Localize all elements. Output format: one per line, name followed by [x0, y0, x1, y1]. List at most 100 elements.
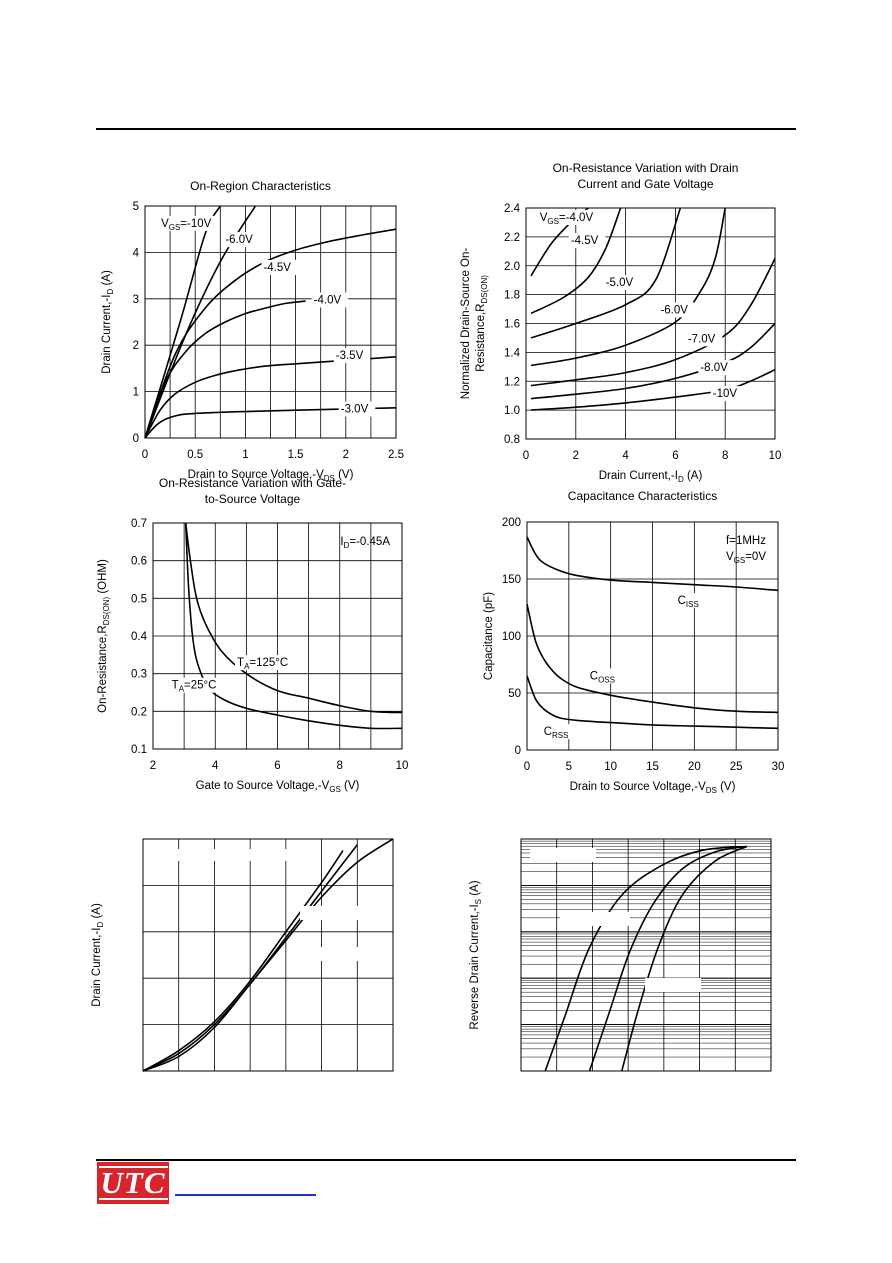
x-tick-label: 6 [672, 450, 678, 462]
series-line [526, 536, 779, 592]
series-line [526, 675, 779, 730]
plot-frame [520, 838, 772, 1072]
y-tick-label: 0.1 [131, 744, 147, 756]
footer-link-underline[interactable] [175, 1194, 316, 1196]
x-tick-label: 8 [337, 760, 343, 772]
series-line [530, 207, 622, 315]
chart-title: to-Source Voltage [205, 492, 301, 506]
y-tick-label: 2 [133, 340, 139, 352]
series-line [142, 844, 358, 1072]
series-line [144, 300, 306, 439]
series-label: VGS=-4.0V [540, 212, 594, 226]
series-label: COSS [590, 670, 615, 684]
y-axis-label: Reverse Drain Current,-IS (A) [469, 880, 483, 1029]
x-axis-label: Drain to Source Voltage,-VDS (V) [570, 781, 736, 795]
series-label-bg [568, 233, 606, 249]
x-tick-label: 30 [772, 761, 785, 773]
series-line [530, 322, 776, 400]
plot-frame [152, 522, 403, 750]
chart-title: Current and Gate Voltage [577, 177, 713, 191]
y-tick-label: 3 [133, 294, 139, 306]
y-tick-label: 100 [502, 631, 521, 643]
x-tick-label: 1 [242, 449, 248, 461]
series-line [530, 258, 776, 387]
utc-logo: UTC [97, 1162, 169, 1204]
series-label-bg [159, 215, 216, 231]
y-tick-label: 2.2 [504, 232, 520, 244]
y-tick-label: 0.8 [504, 434, 520, 446]
y-axis-label: Resistance,RDS(ON) [475, 275, 489, 372]
x-tick-label: 6 [274, 760, 280, 772]
x-axis-label: Gate to Source Voltage,-VGS (V) [196, 780, 360, 794]
y-tick-label: 5 [133, 201, 139, 213]
y-tick-label: 0 [515, 745, 521, 757]
y-tick-label: 50 [508, 688, 521, 700]
y-axis-label: Drain Current,-ID (A) [101, 270, 115, 374]
series-label-bg [223, 232, 260, 248]
chart-on-resistance-drain-current: 0 2 4 6 8 10 0.8 1.0 1.2 1.4 1.6 1.8 2.0 2.2 2.4 On-Res… [460, 161, 781, 484]
x-tick-label: 4 [622, 450, 629, 462]
chart-annotation: VGS=0V [726, 551, 766, 565]
x-tick-label: 25 [730, 761, 743, 773]
series-label: -4.0V [314, 294, 342, 306]
x-tick-label: 0 [524, 761, 530, 773]
chart-on-region: 0 0.5 1 1.5 2 2.5 0 1 2 3 4 5 On-Region Characterist… [101, 179, 404, 483]
series-label: -10V [713, 388, 738, 400]
series-label: -7.0V [688, 333, 716, 345]
series-label-bg [658, 302, 695, 318]
x-tick-label: 10 [396, 760, 409, 772]
chart-title: On-Region Characteristics [190, 179, 331, 193]
y-tick-label: 0.5 [131, 593, 147, 605]
y-axis-label: Drain Current,-ID (A) [91, 903, 105, 1007]
series-line [184, 522, 403, 730]
x-tick-label: 2 [343, 449, 349, 461]
series-line [526, 603, 779, 714]
y-tick-label: 1.6 [504, 319, 520, 331]
x-tick-label: 8 [722, 450, 728, 462]
series-label-bg [710, 386, 741, 402]
series-label: TA=125°C [237, 657, 288, 671]
legend-mask [300, 947, 360, 961]
series-label-bg [261, 259, 298, 275]
series-line [621, 845, 748, 1072]
x-tick-label: 0 [523, 450, 529, 462]
y-tick-label: 0.6 [131, 556, 147, 568]
series-label-bg [537, 209, 601, 225]
legend-mask [560, 912, 630, 926]
y-tick-label: 4 [133, 247, 140, 259]
y-tick-label: 0.7 [131, 518, 147, 530]
plot-frame [526, 521, 779, 751]
y-tick-label: 2.4 [504, 203, 521, 215]
series-label: CRSS [544, 726, 569, 740]
series-label-bg [587, 668, 618, 684]
chart-reverse-drain: Reverse Drain Current,-IS (A) [469, 838, 772, 1072]
series-line [144, 407, 397, 439]
y-tick-label: 0.2 [131, 706, 147, 718]
series-label: -6.0V [225, 234, 253, 246]
series-label-bg [235, 655, 292, 671]
chart-annotation: f=1MHz [726, 535, 766, 547]
y-tick-label: 200 [502, 517, 521, 529]
x-tick-label: 2.5 [388, 449, 404, 461]
series-label: -3.5V [336, 350, 364, 362]
plot-frame [142, 838, 394, 1072]
x-tick-label: 1.5 [288, 449, 304, 461]
chart-annotation: ID=-0.45A [340, 536, 390, 550]
y-tick-label: 1.4 [504, 347, 521, 359]
y-tick-label: 1.0 [504, 405, 520, 417]
series-label: -4.5V [263, 262, 291, 274]
footer-rule [96, 1159, 796, 1161]
series-label: VGS=-10V [161, 218, 212, 232]
chart-title: On-Resistance Variation with Gate- [159, 476, 346, 490]
series-label-bg [169, 677, 220, 693]
series-label-bg [675, 593, 706, 609]
x-axis-label: Drain to Source Voltage,-VDS (V) [188, 469, 354, 483]
x-tick-label: 10 [769, 450, 782, 462]
y-axis-label: Capacitance (pF) [483, 592, 495, 680]
series-label: -6.0V [660, 304, 688, 316]
x-tick-label: 2 [573, 450, 579, 462]
y-tick-label: 1 [133, 387, 139, 399]
y-tick-label: 150 [502, 574, 521, 586]
chart-capacitance: 0 5 10 15 20 25 30 0 50 100 150 200 Capacitance Char… [483, 489, 784, 795]
series-label-bg [311, 292, 349, 308]
